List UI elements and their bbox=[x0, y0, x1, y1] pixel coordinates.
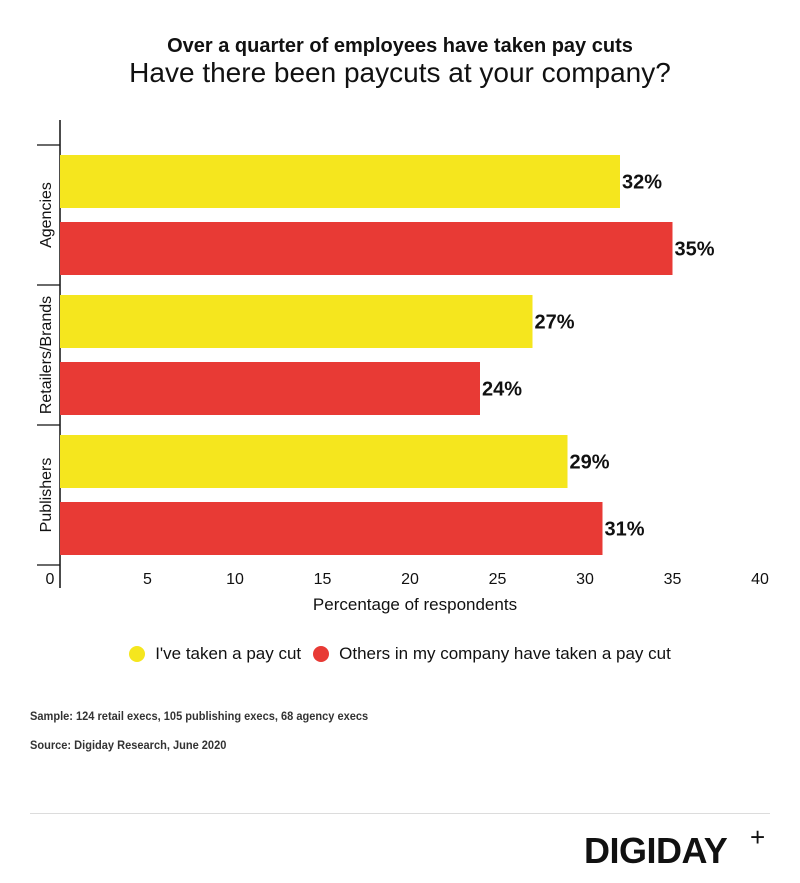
legend-swatch-yellow bbox=[129, 646, 146, 662]
x-tick-label: 25 bbox=[489, 571, 507, 588]
footer-divider bbox=[30, 813, 770, 814]
x-axis-label: Percentage of respondents bbox=[313, 595, 517, 614]
sample-note: Sample: 124 retail execs, 105 publishing… bbox=[30, 709, 369, 723]
category-label: Publishers bbox=[38, 458, 55, 533]
bar-self-0 bbox=[60, 155, 620, 208]
digiday-plus-mark: + bbox=[750, 822, 766, 852]
bar-value-label: 35% bbox=[675, 239, 715, 261]
bar-self-2 bbox=[60, 435, 568, 488]
legend-item-others-pay-cut: Others in my company have taken a pay cu… bbox=[313, 644, 671, 664]
x-tick-label: 10 bbox=[226, 571, 244, 588]
bar-value-label: 29% bbox=[570, 452, 610, 474]
x-tick-label: 30 bbox=[576, 571, 594, 588]
bar-value-label: 31% bbox=[605, 519, 645, 541]
legend-swatch-red bbox=[313, 646, 330, 662]
bar-value-label: 27% bbox=[535, 312, 575, 334]
legend-label: I've taken a pay cut bbox=[155, 644, 302, 663]
category-label: Agencies bbox=[38, 182, 55, 248]
chart-title: Over a quarter of employees have taken p… bbox=[167, 35, 633, 57]
bar-others-0 bbox=[60, 222, 673, 275]
x-tick-label: 0 bbox=[46, 571, 55, 588]
bar-others-2 bbox=[60, 502, 603, 555]
chart-subtitle: Have there been paycuts at your company? bbox=[129, 57, 671, 88]
legend-item-self-pay-cut: I've taken a pay cut bbox=[129, 644, 301, 664]
bar-self-1 bbox=[60, 295, 533, 348]
category-label: Retailers/Brands bbox=[38, 296, 55, 414]
chart-legend: I've taken a pay cut Others in my compan… bbox=[0, 644, 800, 664]
digiday-logo: DIGIDAY bbox=[584, 830, 728, 871]
bar-value-label: 24% bbox=[482, 379, 522, 401]
x-tick-label: 40 bbox=[751, 571, 769, 588]
bar-value-label: 32% bbox=[622, 172, 662, 194]
legend-label: Others in my company have taken a pay cu… bbox=[339, 644, 671, 663]
bar-others-1 bbox=[60, 362, 480, 415]
x-tick-label: 20 bbox=[401, 571, 419, 588]
source-note: Source: Digiday Research, June 2020 bbox=[30, 738, 227, 752]
x-tick-label: 15 bbox=[314, 571, 332, 588]
bar-chart: 32% 35% Agencies 27% 24% Retailers/Brands 29% 3… bbox=[37, 120, 769, 614]
x-tick-label: 35 bbox=[664, 571, 682, 588]
x-tick-label: 5 bbox=[143, 571, 152, 588]
